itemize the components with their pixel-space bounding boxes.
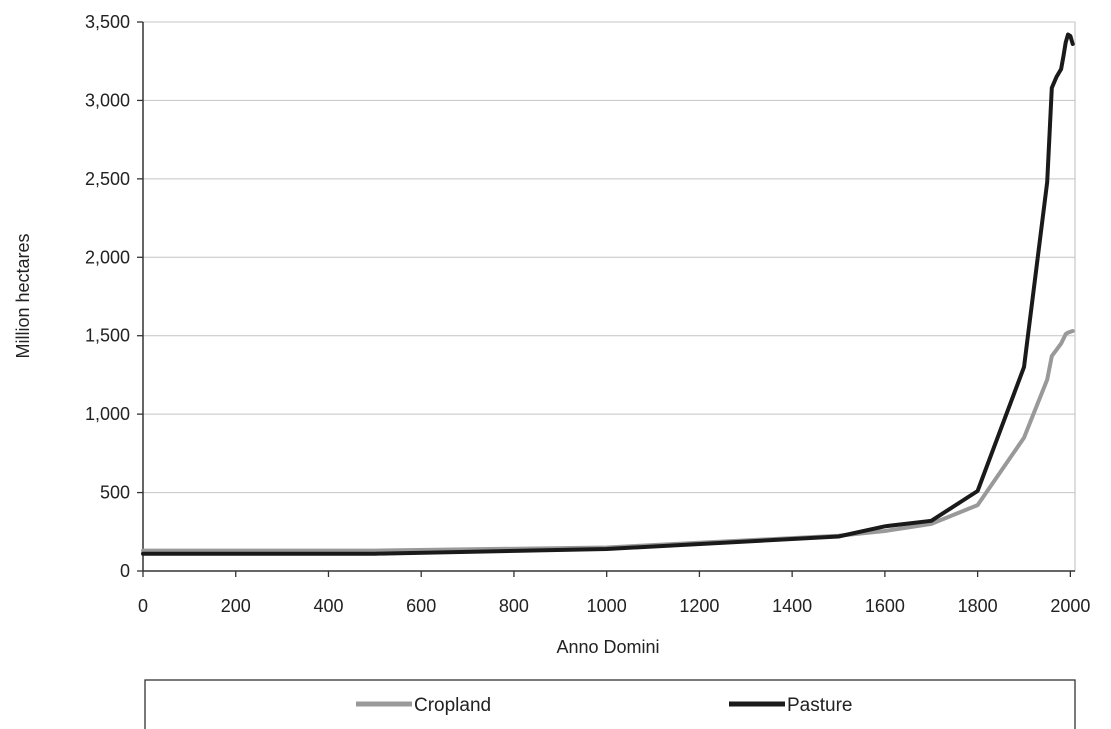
x-axis-title: Anno Domini [556, 637, 659, 657]
legend-label-pasture: Pasture [787, 695, 852, 716]
y-tick-label: 2,500 [85, 169, 130, 189]
series-line-pasture [141, 32, 1075, 556]
y-tick-label: 1,500 [85, 326, 130, 346]
x-tick-label: 200 [221, 596, 251, 616]
x-tick-label: 400 [313, 596, 343, 616]
axes [137, 21, 1075, 577]
legend-box [144, 679, 1076, 729]
x-tick-label: 1400 [772, 596, 812, 616]
y-tick-label: 3,500 [85, 12, 130, 32]
grid [142, 21, 1076, 572]
y-tick-label: 0 [120, 561, 130, 581]
y-tick-label: 500 [100, 483, 130, 503]
x-tick-label: 0 [138, 596, 148, 616]
y-tick-label: 2,000 [85, 247, 130, 267]
plot-area [142, 21, 1076, 572]
x-tick-label: 2000 [1050, 596, 1090, 616]
legend: Cropland Pasture [144, 679, 1076, 729]
x-tick-label: 600 [406, 596, 436, 616]
y-tick-label: 1,000 [85, 404, 130, 424]
x-tick-label: 800 [499, 596, 529, 616]
x-tick-label: 1600 [865, 596, 905, 616]
y-tick-label: 3,000 [85, 90, 130, 110]
y-axis-title: Million hectares [13, 233, 33, 358]
x-tick-label: 1800 [958, 596, 998, 616]
legend-label-cropland: Cropland [414, 695, 491, 716]
tick-labels: 0 500 1,000 1,500 2,000 2,500 3,000 3,500 0 200 40… [85, 12, 1090, 616]
series-lines [141, 32, 1075, 556]
x-tick-label: 1200 [679, 596, 719, 616]
x-tick-label: 1000 [587, 596, 627, 616]
